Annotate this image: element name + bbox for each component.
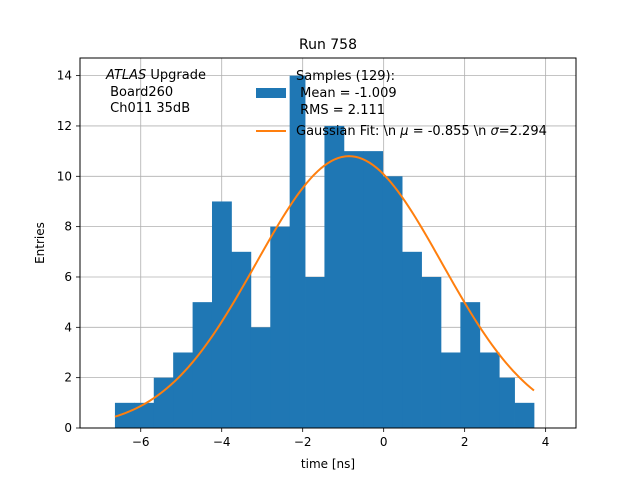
legend-samples-line-1: Samples (129): [296, 69, 395, 84]
legend-fit-mu: μ [399, 124, 408, 139]
histogram-bar [514, 402, 535, 428]
histogram-bar [479, 352, 500, 428]
legend-samples-line-3: RMS = 2.111 [296, 103, 385, 118]
gaussian-fit-curve [114, 155, 535, 418]
histogram-bar [153, 377, 174, 428]
annotation-board: Board260 [106, 85, 173, 100]
y-tick-label: 10 [57, 169, 72, 183]
histogram-bar [382, 176, 403, 428]
histogram-bars [114, 75, 535, 429]
x-tick-label: −2 [294, 435, 312, 449]
x-tick-label: 0 [380, 435, 388, 449]
legend-fit-sigma: σ [491, 124, 500, 139]
x-tick-label: 4 [542, 435, 550, 449]
x-tick-label: −6 [132, 435, 150, 449]
annotation-upgrade: Upgrade [146, 68, 206, 83]
y-tick-label: 6 [64, 270, 72, 284]
legend-fit-middle: = -0.855 \n [409, 124, 491, 139]
histogram-bar [440, 352, 461, 428]
histogram-bar [324, 125, 345, 429]
x-tick-label: −4 [213, 435, 231, 449]
plot-frame [79, 57, 577, 429]
histogram-bar [250, 327, 271, 428]
axis-ticks: −6 −4 −2 0 2 4 0 2 4 6 8 10 12 14 [57, 69, 550, 449]
histogram-bar [134, 402, 155, 428]
y-tick-label: 14 [57, 69, 72, 83]
histogram-bar [173, 352, 194, 428]
y-tick-label: 2 [64, 371, 72, 385]
legend-fit-prefix: Gaussian Fit: \n [296, 124, 400, 139]
legend-samples-line-2: Mean = -1.009 [296, 86, 397, 101]
y-tick-label: 12 [57, 119, 72, 133]
x-tick-label: 2 [461, 435, 469, 449]
histogram-bar [402, 251, 422, 428]
y-tick-label: 0 [64, 421, 72, 435]
histogram-bar [499, 377, 515, 428]
histogram-bar [289, 75, 306, 428]
legend-fit-label: Gaussian Fit: \n μ = -0.855 \n σ=2.294 [296, 124, 547, 139]
annotation-channel: Ch011 35dB [106, 101, 190, 116]
histogram-bar [363, 151, 384, 428]
annotation-line-1: ATLAS Upgrade [105, 68, 206, 83]
chart-title: Run 758 [299, 37, 357, 53]
y-tick-label: 4 [64, 320, 72, 334]
histogram-bar [211, 201, 232, 428]
y-tick-label: 8 [64, 220, 72, 234]
y-axis-label: Entries [33, 222, 47, 264]
x-axis-label: time [ns] [301, 457, 355, 471]
annotation-atlas: ATLAS [105, 68, 146, 83]
legend-samples-swatch [256, 88, 286, 98]
histogram-bar [305, 276, 325, 428]
histogram-bar [192, 302, 213, 428]
histogram-bar [114, 402, 135, 428]
legend: Samples (129): Mean = -1.009 RMS = 2.111… [256, 69, 547, 139]
gaussian-fit [114, 155, 535, 418]
atlas-annotation: ATLAS Upgrade Board260 Ch011 35dB [105, 68, 206, 116]
histogram-bar [343, 151, 364, 428]
legend-fit-suffix: =2.294 [499, 124, 547, 139]
histogram-bar [460, 302, 481, 428]
histogram-bar [270, 226, 291, 428]
histogram-bar [421, 276, 442, 428]
